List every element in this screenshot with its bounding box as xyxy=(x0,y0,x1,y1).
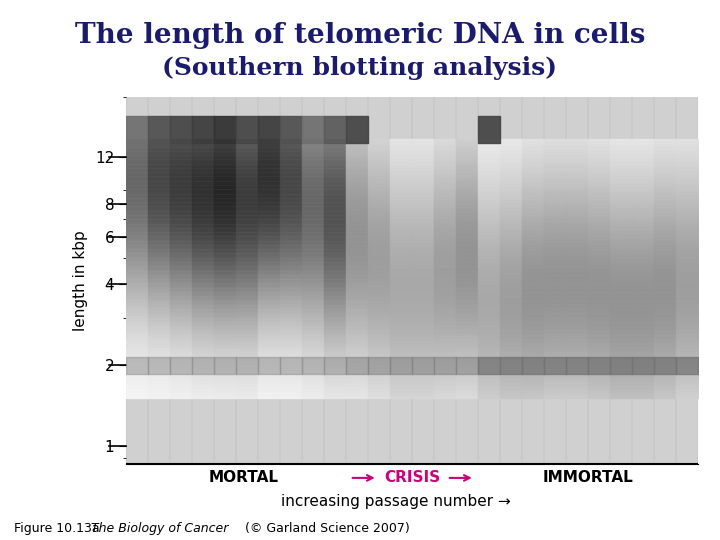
Text: IMMORTAL: IMMORTAL xyxy=(543,470,634,485)
Text: Figure 10.13a: Figure 10.13a xyxy=(14,522,100,535)
Text: MORTAL: MORTAL xyxy=(208,470,278,485)
Text: (© Garland Science 2007): (© Garland Science 2007) xyxy=(241,522,410,535)
Y-axis label: length in kbp: length in kbp xyxy=(73,231,88,331)
Text: (Southern blotting analysis): (Southern blotting analysis) xyxy=(163,56,557,79)
Text: increasing passage number →: increasing passage number → xyxy=(281,494,511,509)
Text: The length of telomeric DNA in cells: The length of telomeric DNA in cells xyxy=(75,22,645,49)
Text: CRISIS: CRISIS xyxy=(384,470,440,485)
Text: The Biology of Cancer: The Biology of Cancer xyxy=(83,522,228,535)
